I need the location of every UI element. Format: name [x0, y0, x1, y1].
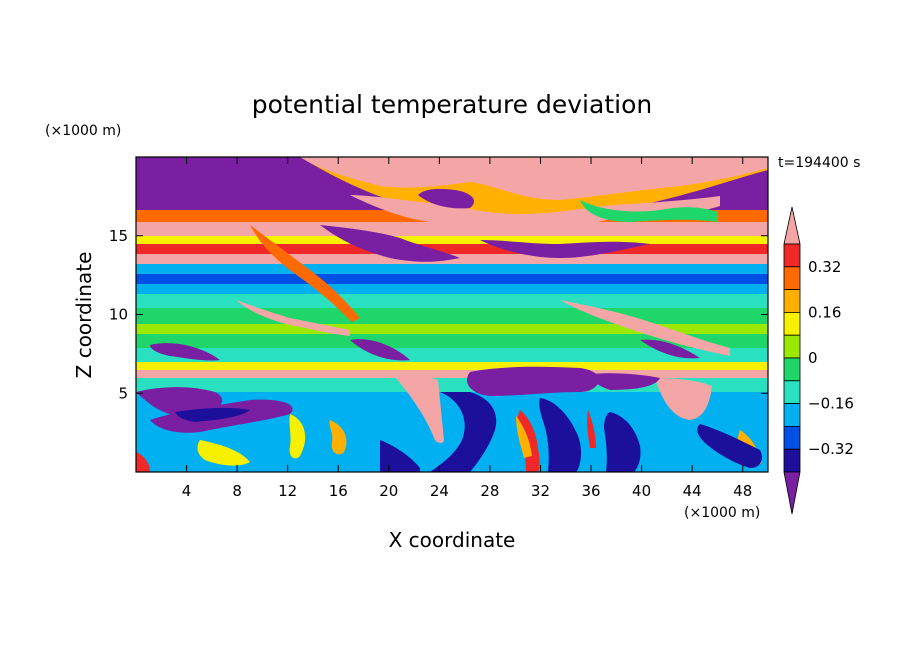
- colorbar-box: [783, 266, 801, 290]
- colorbar-box: [783, 403, 801, 427]
- colorbar-box: [783, 357, 801, 382]
- field-region: [380, 440, 420, 472]
- field-region: [250, 225, 360, 322]
- colorbar-box: [783, 289, 801, 313]
- field-region: [640, 339, 700, 359]
- chart-title: potential temperature deviation: [252, 90, 652, 119]
- band-layer: [136, 308, 768, 324]
- band-layer: [136, 274, 768, 284]
- plot-area: [136, 157, 768, 472]
- field-region: [320, 225, 460, 262]
- band-layer: [136, 284, 768, 294]
- x-tick-label: 20: [379, 482, 398, 500]
- band-layer: [136, 370, 768, 378]
- colorbar-label: −0.32: [808, 440, 854, 458]
- field-region: [516, 416, 532, 458]
- field-region: [350, 339, 410, 361]
- field-region: [150, 343, 220, 361]
- field-region: [480, 240, 650, 258]
- field-region: [430, 392, 497, 472]
- field-region: [300, 157, 768, 200]
- time-label: t=194400 s: [778, 155, 860, 171]
- band-layer: [136, 244, 768, 254]
- y-axis-title: Z coordinate: [72, 252, 96, 379]
- field-region: [697, 424, 762, 468]
- colorbar-upper-arrow: [783, 206, 801, 245]
- field-region: [136, 452, 150, 472]
- x-axis-title: X coordinate: [389, 528, 516, 552]
- x-tick-label: 48: [733, 482, 752, 500]
- colorbar-box: [783, 334, 801, 359]
- x-tick-label: 24: [430, 482, 449, 500]
- band-layer: [136, 264, 768, 274]
- band-layer: [136, 362, 768, 372]
- colorbar-label: 0.32: [808, 258, 841, 276]
- x-tick-label: 44: [683, 482, 702, 500]
- field-region: [175, 407, 250, 422]
- x-axis-unit: (×1000 m): [684, 505, 760, 521]
- band-layer: [136, 324, 768, 334]
- x-tick-label: 4: [182, 482, 192, 500]
- x-axis: 4 8 12 16 20 24 28 32 36 40 44 48: [182, 157, 752, 500]
- x-tick-label: 36: [581, 482, 600, 500]
- band-layer: [136, 222, 768, 236]
- x-tick-label: 32: [531, 482, 550, 500]
- field-region: [560, 300, 730, 356]
- band-layer: [136, 334, 768, 348]
- field-region: [350, 195, 720, 231]
- y-tick-label: 10: [109, 306, 128, 324]
- x-tick-label: 8: [232, 482, 242, 500]
- band-layer: [136, 348, 768, 362]
- y-axis: 5 10 15: [109, 227, 768, 402]
- colorbar-label: 0: [808, 349, 818, 367]
- y-tick-label: 5: [118, 384, 128, 402]
- colorbar-box: [783, 243, 801, 268]
- band-layer: [136, 236, 768, 246]
- x-tick-label: 12: [278, 482, 297, 500]
- field-region: [587, 410, 596, 448]
- field-region: [604, 412, 641, 472]
- field-region: [590, 373, 660, 390]
- x-tick-label: 28: [480, 482, 499, 500]
- colorbar-box: [783, 380, 801, 404]
- field-region: [289, 414, 306, 459]
- x-tick-label: 40: [632, 482, 651, 500]
- colorbar-box: [783, 311, 801, 336]
- colorbar-box: [783, 448, 801, 473]
- field-region: [236, 300, 350, 336]
- y-tick-label: 15: [109, 227, 128, 245]
- y-axis-unit: (×1000 m): [45, 123, 121, 139]
- field-region: [655, 378, 712, 420]
- field-region: [329, 420, 347, 455]
- colorbar: 0.32 0.16 0 −0.16 −0.32: [783, 206, 854, 515]
- x-tick-label: 16: [329, 482, 348, 500]
- colorbar-label: 0.16: [808, 303, 841, 321]
- field-region: [197, 440, 250, 466]
- colorbar-label: −0.16: [808, 395, 854, 413]
- band-layer: [136, 294, 768, 308]
- field-region: [466, 366, 599, 396]
- field-region: [580, 200, 718, 222]
- colorbar-box: [783, 425, 801, 450]
- field-region: [396, 376, 444, 443]
- field-region: [418, 188, 475, 209]
- field-region: [539, 398, 582, 472]
- colorbar-lower-arrow: [783, 471, 801, 515]
